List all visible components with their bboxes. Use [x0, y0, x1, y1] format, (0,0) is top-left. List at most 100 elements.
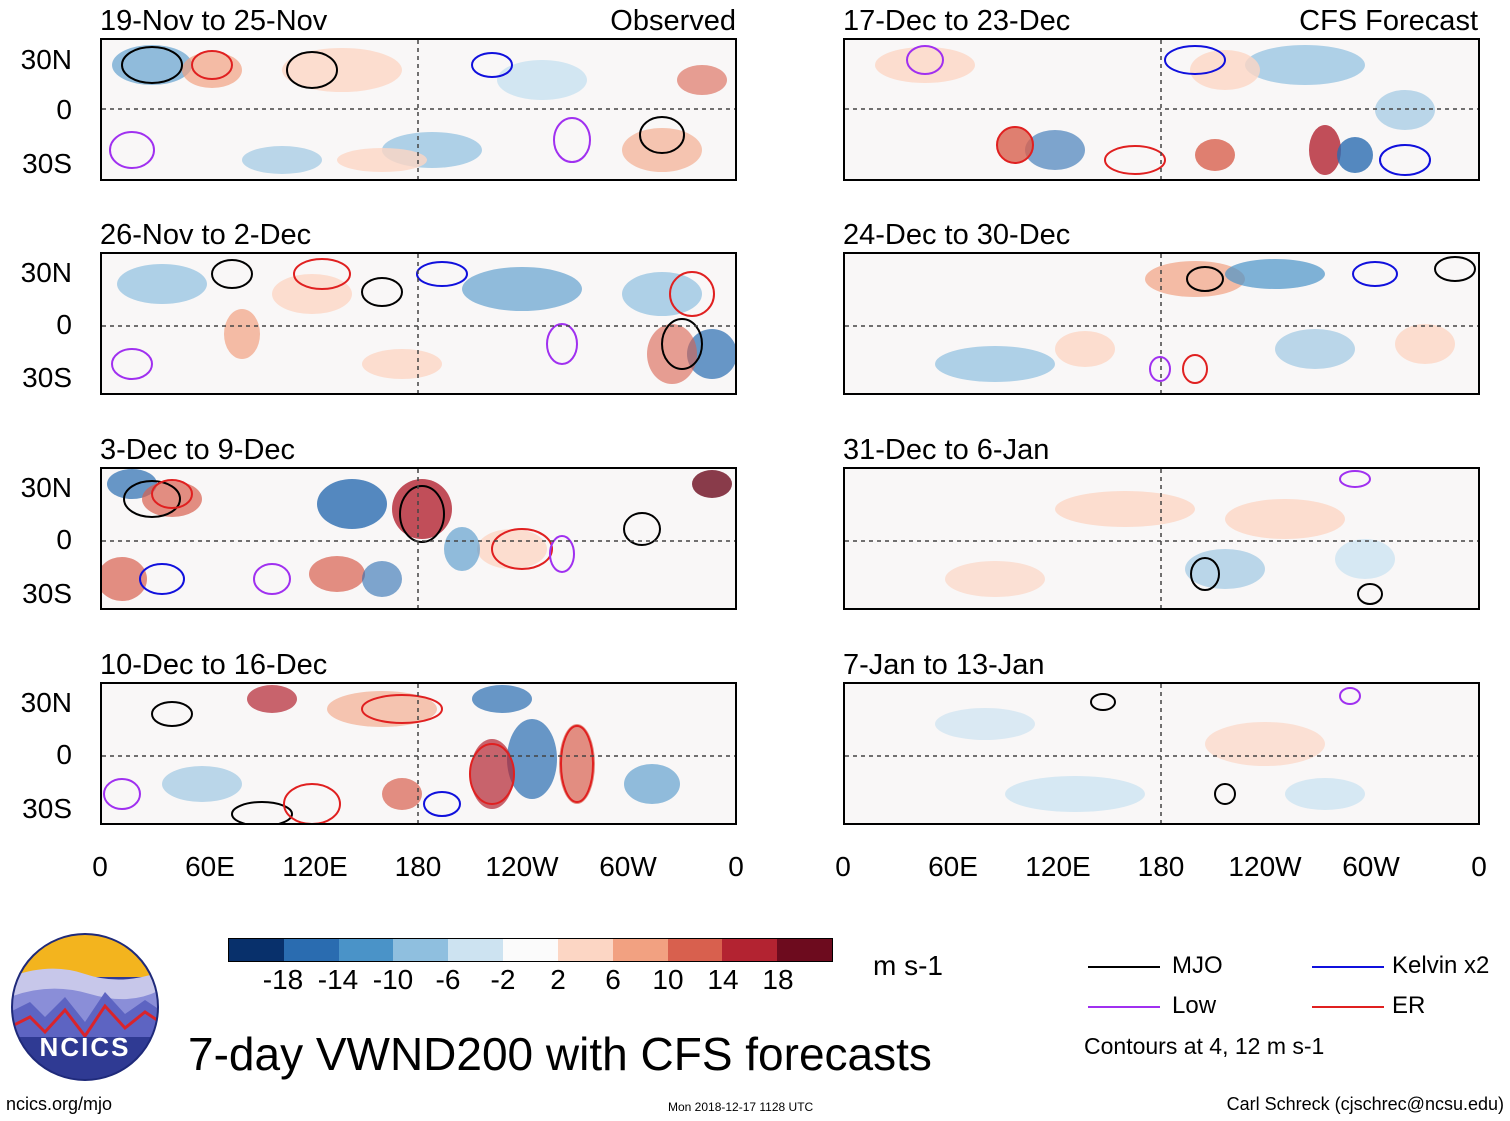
lon-label: 180 [1137, 851, 1185, 882]
legend-swatch-mjo [1088, 966, 1160, 968]
contour-note: Contours at 4, 12 m s-1 [1084, 1033, 1325, 1059]
colorbar [228, 938, 833, 962]
forecast-label: CFS Forecast [1299, 5, 1478, 37]
kelvin-contour [1164, 45, 1226, 75]
shading [242, 146, 322, 174]
colorbar-label: 2 [550, 964, 566, 995]
mjo-contour [211, 259, 253, 289]
shading [692, 470, 732, 498]
shading [622, 272, 702, 316]
er-contour [491, 528, 553, 570]
colorbar-label: -10 [372, 964, 414, 995]
vwnd-map [102, 684, 735, 823]
shading [1225, 259, 1325, 289]
shading [362, 561, 402, 597]
low-contour [103, 778, 141, 810]
units-label: m s-1 [873, 950, 943, 981]
lon-label: 60W [599, 851, 657, 882]
shading [875, 47, 975, 83]
low-contour [549, 535, 575, 573]
mjo-contour [1090, 693, 1116, 711]
kelvin-contour [416, 261, 468, 287]
shading [142, 481, 202, 517]
mjo-contour [231, 801, 293, 823]
er-contour [469, 743, 515, 805]
lat-label-30n: 30N [20, 687, 72, 718]
lon-label: 60E [185, 851, 235, 882]
shading [1335, 539, 1395, 579]
lat-label-30s: 30S [22, 362, 72, 393]
lon-label: 0 [92, 851, 108, 882]
shading [247, 685, 297, 713]
lat-label-30n: 30N [20, 472, 72, 503]
website-link[interactable]: ncics.org/mjo [6, 1094, 113, 1114]
legend-label-mjo: MJO [1172, 952, 1223, 979]
shading [382, 778, 422, 810]
colorbar-label: 18 [762, 964, 794, 995]
main-title: 7-day VWND200 with CFS forecasts [188, 1028, 932, 1080]
lon-label: 0 [1471, 851, 1487, 882]
colorbar-segment [393, 939, 449, 961]
shading [997, 127, 1033, 163]
shading [224, 309, 260, 359]
shading [677, 65, 727, 95]
map-panel-fc-1 [843, 38, 1480, 181]
shading [1025, 130, 1085, 170]
colorbar-segment [448, 939, 504, 961]
er-contour [669, 271, 715, 317]
shading [1185, 549, 1265, 589]
ncics-logo-icon [11, 933, 159, 1081]
colorbar-label: 10 [652, 964, 684, 995]
colorbar-segment [503, 939, 558, 961]
shading [1225, 499, 1345, 539]
shading [647, 324, 697, 384]
mjo-contour [151, 701, 193, 727]
shading [102, 557, 147, 601]
legend-label-low: Low [1172, 992, 1217, 1019]
er-contour [361, 694, 443, 724]
panel-title: 19-Nov to 25-Nov [100, 5, 328, 37]
shading [1055, 491, 1195, 527]
timestamp: Mon 2018-12-17 1128 UTC [668, 1100, 814, 1114]
shading [337, 148, 427, 172]
kelvin-contour [423, 791, 461, 817]
lat-label-eq: 0 [56, 309, 72, 340]
colorbar-segment [283, 939, 339, 961]
lon-label: 120E [1025, 851, 1091, 882]
vwnd-map [102, 469, 735, 608]
low-contour [546, 323, 578, 365]
colorbar-label: 14 [707, 964, 739, 995]
legend-swatch-er [1312, 1006, 1384, 1008]
shading [462, 267, 582, 311]
colorbar-segment [722, 939, 778, 961]
low-contour [1339, 687, 1361, 705]
mjo-contour [1186, 266, 1224, 292]
kelvin-contour [1352, 261, 1398, 287]
vwnd-map [102, 254, 735, 393]
shading [362, 349, 442, 379]
legend-swatch-kelvin [1312, 966, 1384, 968]
shading [1055, 331, 1115, 367]
er-contour [191, 50, 233, 80]
shading [272, 274, 352, 314]
mjo-contour [1214, 783, 1236, 805]
shading [327, 691, 437, 727]
lon-label: 120W [485, 851, 559, 882]
lat-label-30n: 30N [20, 44, 72, 75]
shading [309, 556, 365, 592]
colorbar-segment [557, 939, 613, 961]
shading [282, 48, 402, 92]
mjo-contour [1357, 583, 1383, 605]
shading [1195, 139, 1235, 171]
colorbar-segment [777, 939, 832, 961]
shading [1190, 50, 1260, 90]
er-contour [560, 725, 594, 803]
panel-title: 31-Dec to 6-Jan [843, 434, 1050, 466]
shading [112, 45, 192, 85]
shading [935, 708, 1035, 740]
shading [117, 264, 207, 304]
lat-label-eq: 0 [56, 739, 72, 770]
low-contour [253, 563, 291, 595]
mjo-contour [623, 512, 661, 546]
lon-label: 0 [835, 851, 851, 882]
